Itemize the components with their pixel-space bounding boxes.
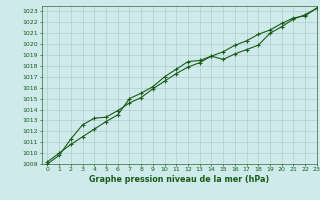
X-axis label: Graphe pression niveau de la mer (hPa): Graphe pression niveau de la mer (hPa) [89,175,269,184]
